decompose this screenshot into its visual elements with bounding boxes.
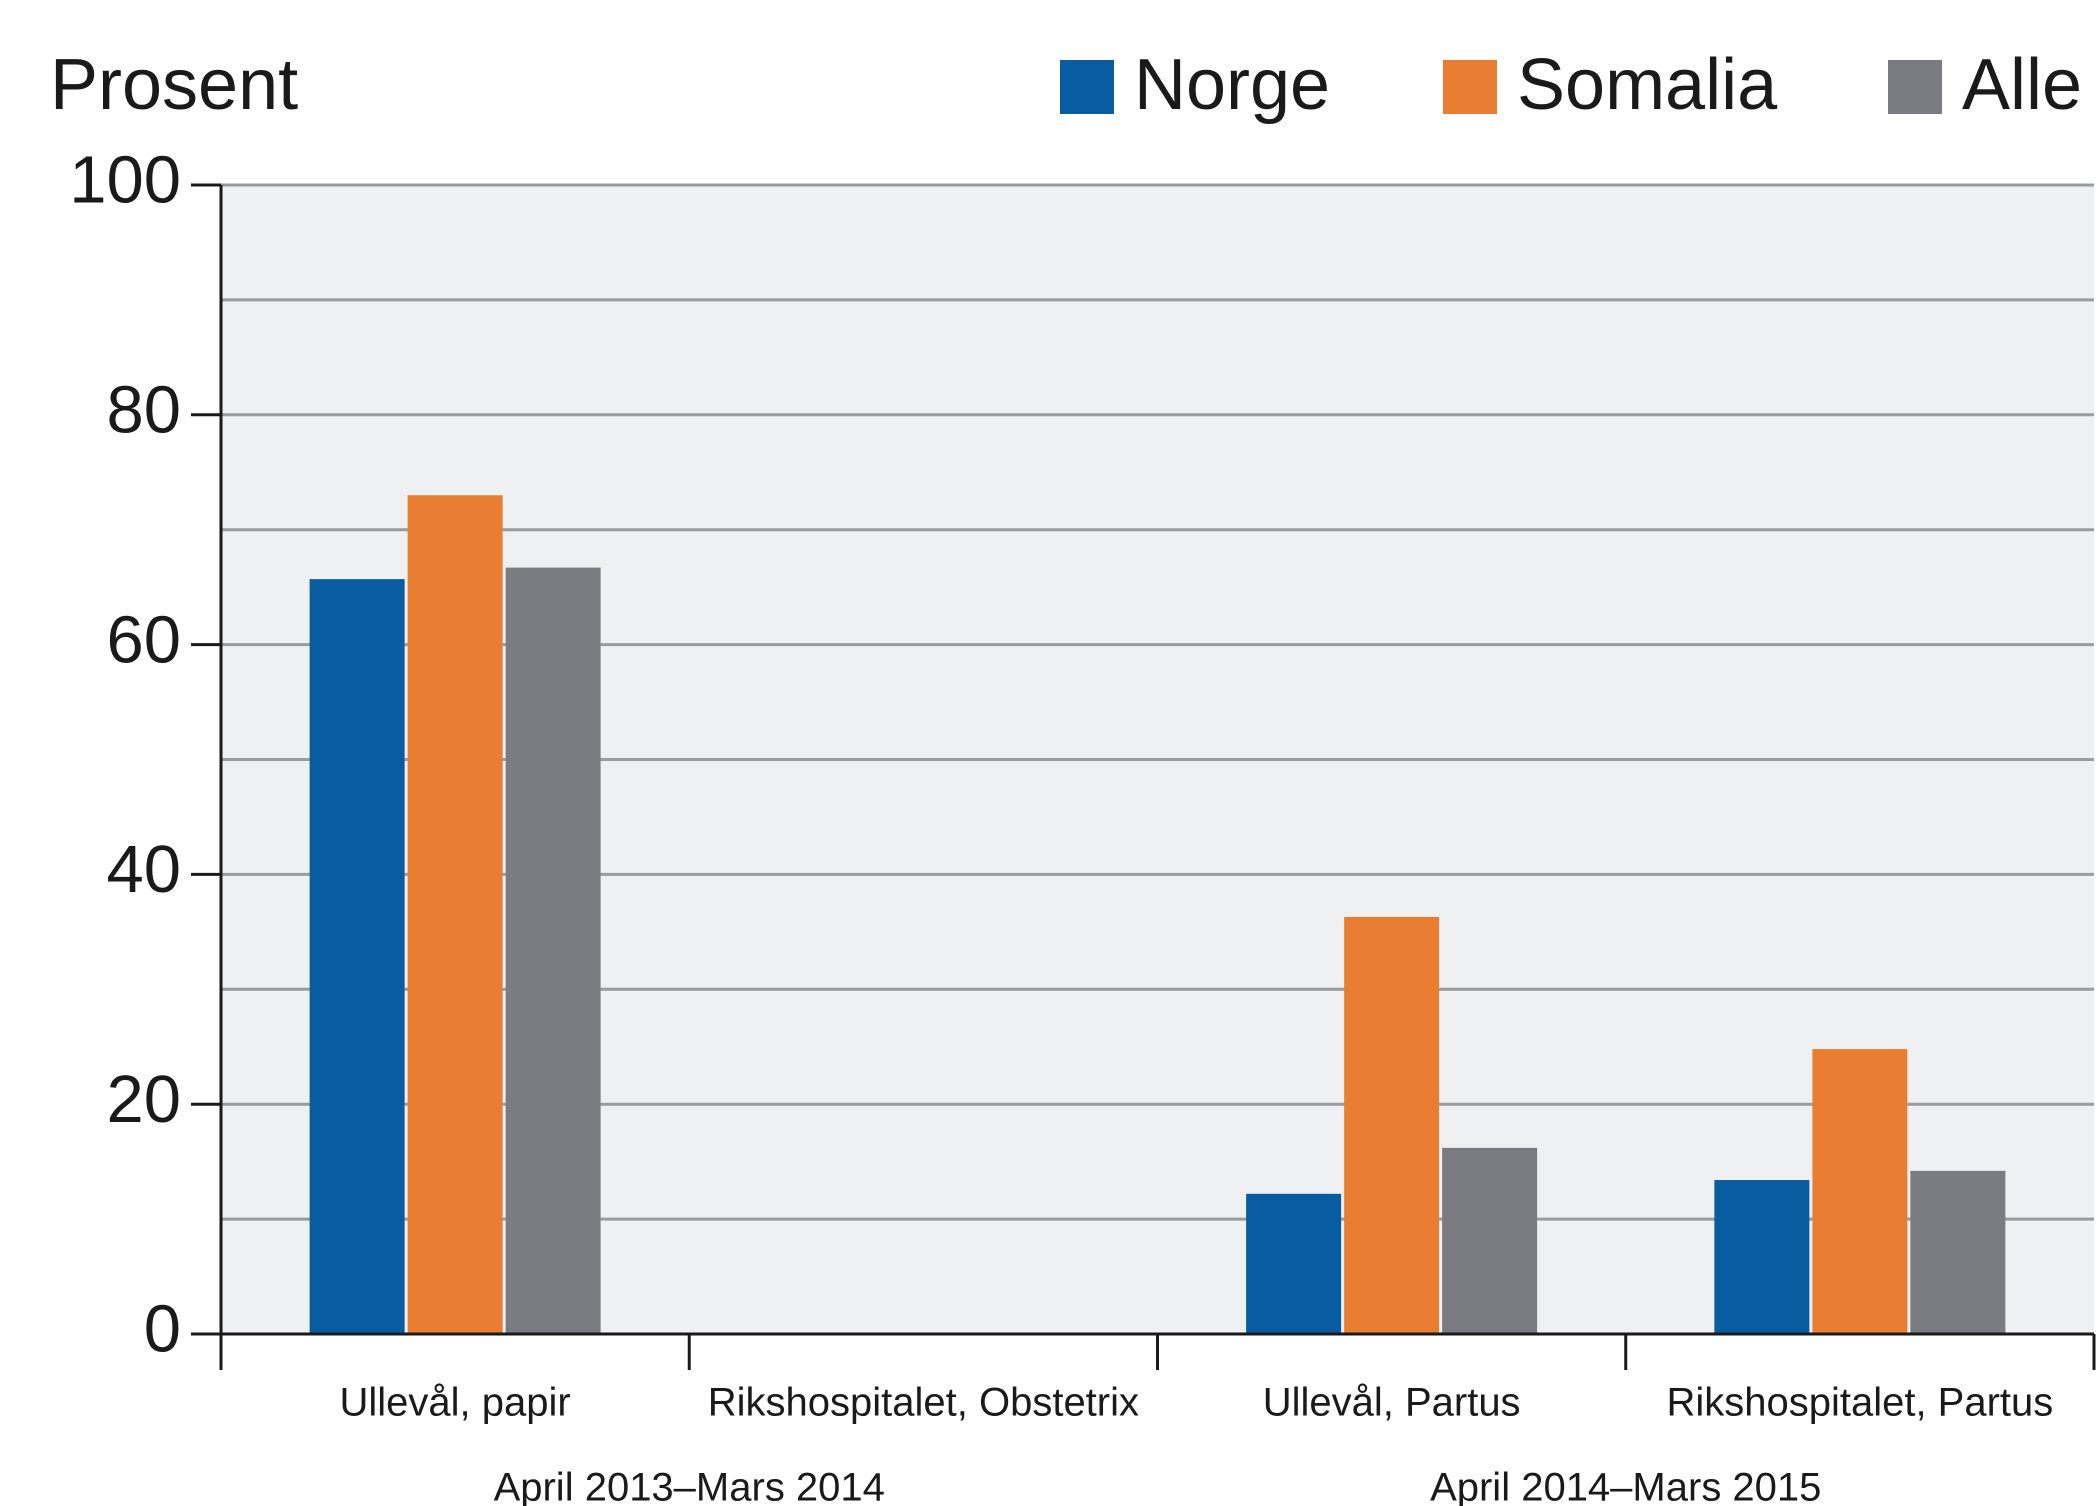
bar [1910,1170,2006,1334]
group-label: April 2013–Mars 2014 [494,1466,885,1506]
legend-swatch [1060,60,1114,114]
y-axis-label: Prosent [50,45,298,125]
group-label: April 2014–Mars 2015 [1430,1466,1821,1506]
x-tick-label: Rikshospitalet, Partus [1666,1381,2053,1425]
y-tick-label: 60 [106,602,181,677]
bar [407,495,503,1335]
x-tick-label: Rikshospitalet, Obstetrix [708,1381,1139,1425]
legend-swatch [1443,60,1497,114]
legend-label: Norge [1134,45,1330,125]
bar [1812,1049,1908,1334]
bar [1442,1147,1538,1334]
y-tick-label: 0 [144,1292,181,1367]
y-tick-label: 40 [106,832,181,907]
y-tick-label: 20 [106,1062,181,1137]
bar [1246,1193,1342,1334]
y-tick-label: 80 [106,373,181,448]
legend-swatch [1888,60,1942,114]
legend-label: Somalia [1517,45,1778,125]
bar [505,567,601,1334]
x-tick-label: Ullevål, Partus [1263,1381,1521,1425]
y-tick-label: 100 [69,143,181,218]
bar [1344,916,1440,1334]
legend-label: Alle [1962,45,2082,125]
x-tick-label: Ullevål, papir [340,1381,571,1425]
bar [309,579,405,1334]
bar [1714,1180,1810,1334]
